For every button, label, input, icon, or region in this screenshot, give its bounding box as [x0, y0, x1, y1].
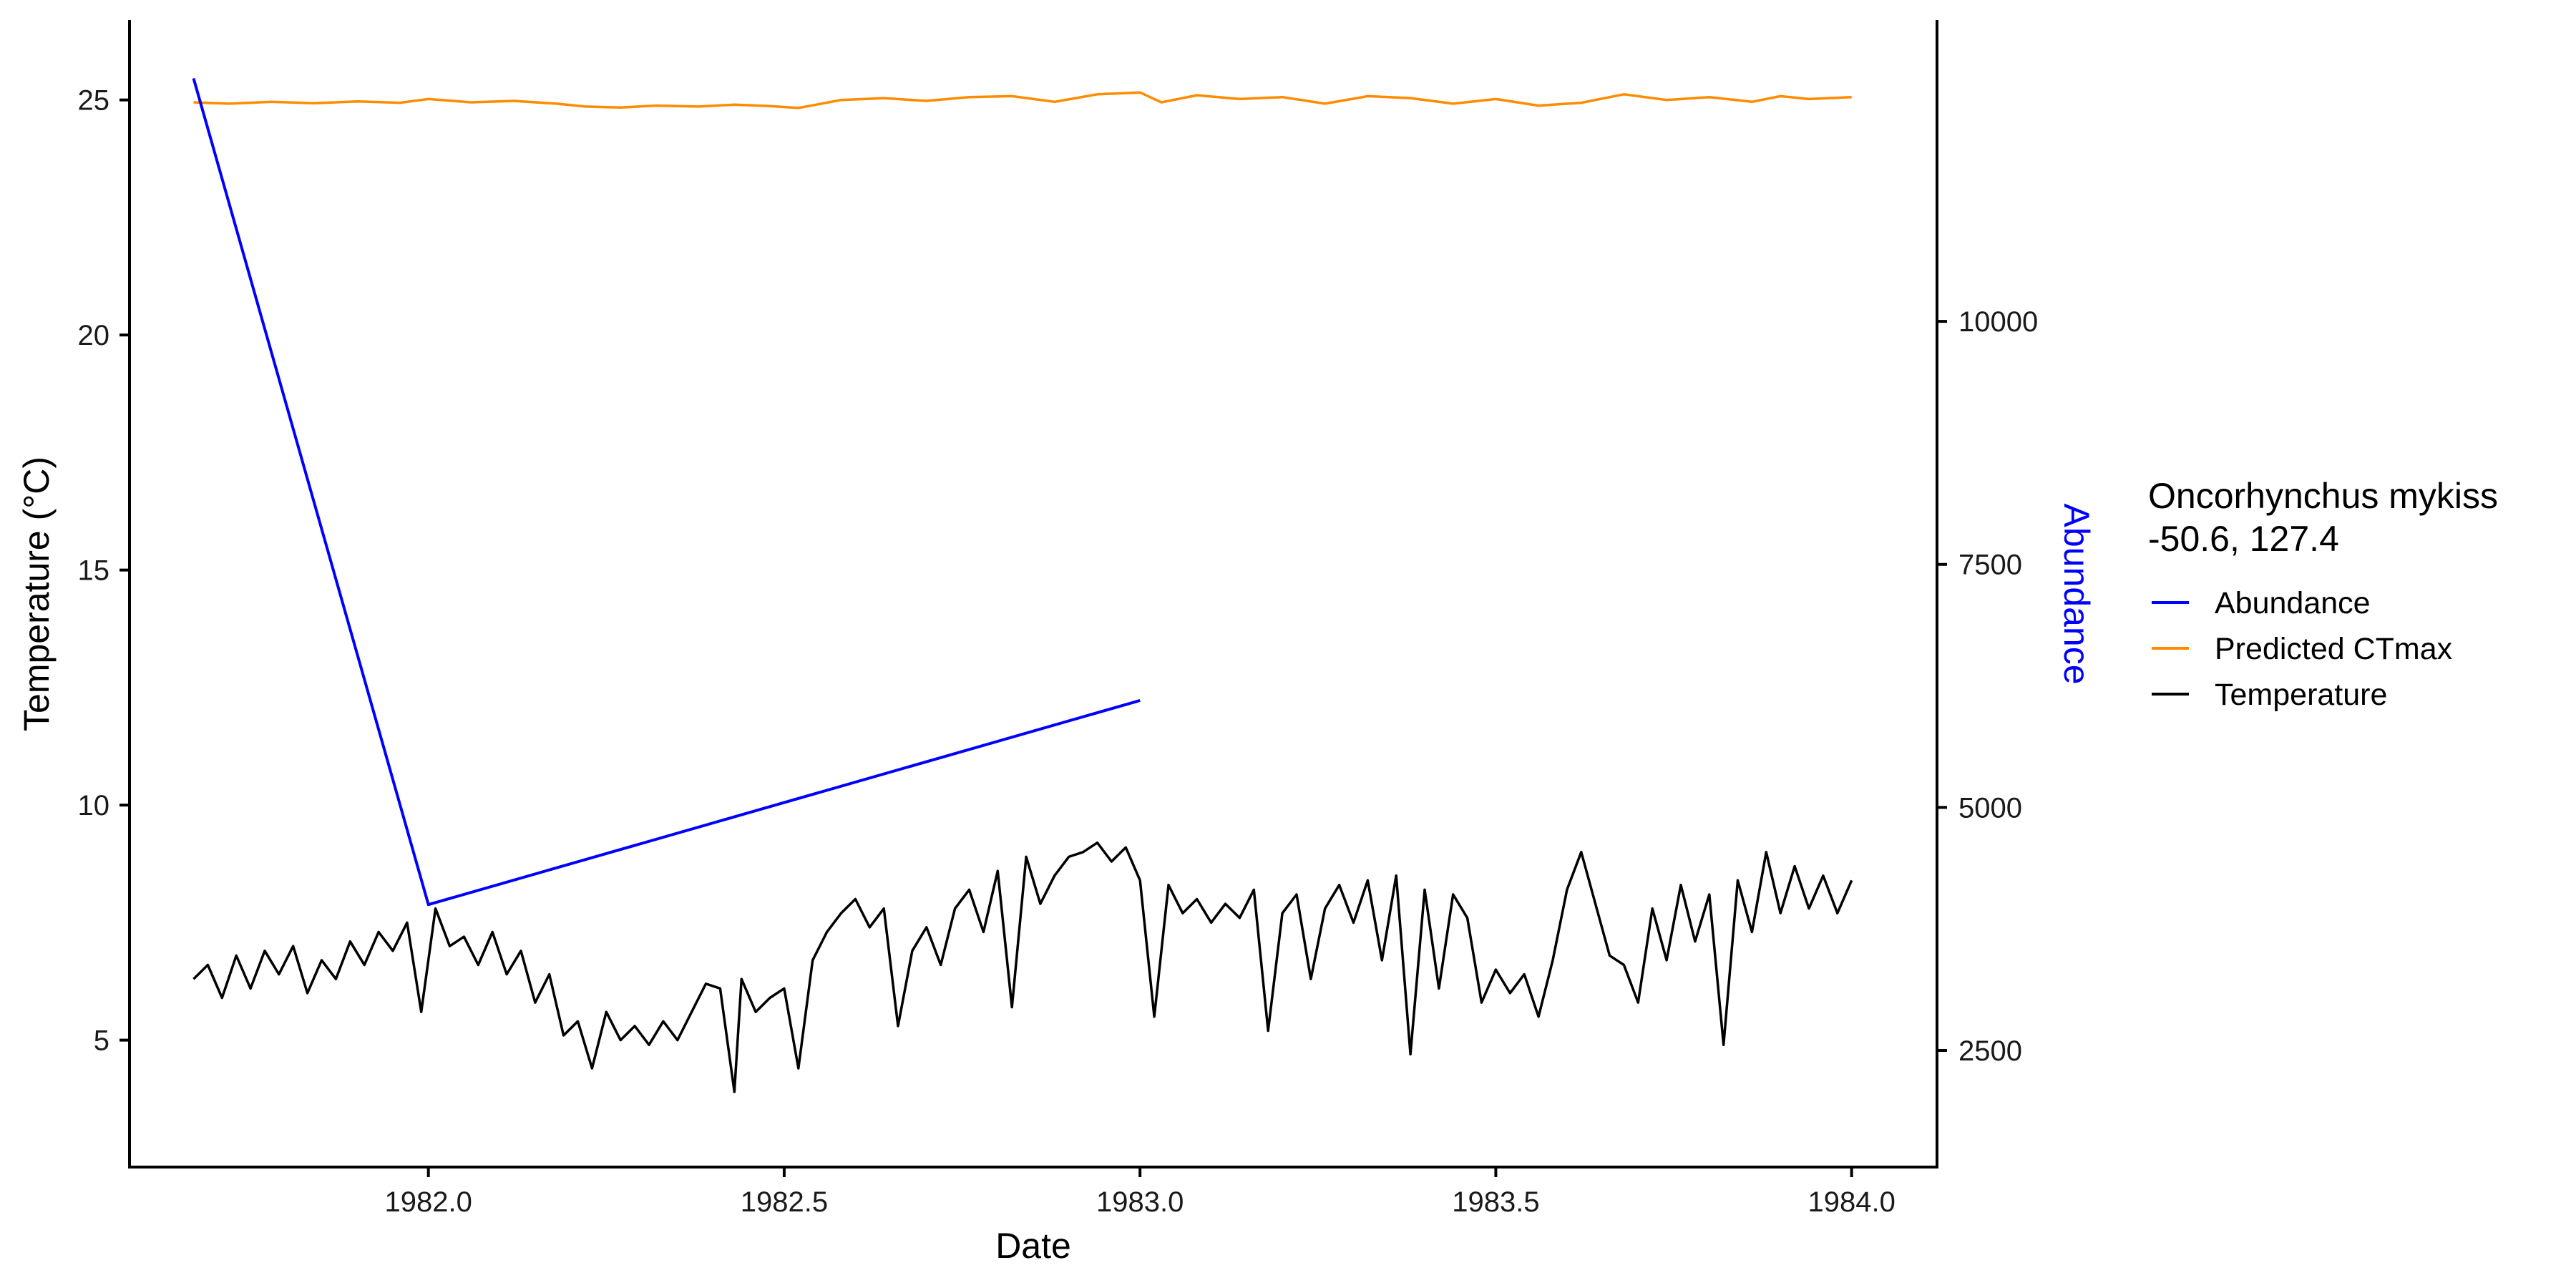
x-tick-label: 1983.0: [1096, 1186, 1184, 1218]
y-tick-label: 10: [78, 790, 110, 821]
x-axis-ticks: 1982.0 1982.5 1983.0 1983.5 1984.0: [385, 1167, 1896, 1218]
x-tick-label: 1983.5: [1452, 1186, 1539, 1218]
x-axis-title: Date: [995, 1226, 1071, 1266]
y-axis-title: Temperature (°C): [16, 457, 57, 731]
y-axis-ticks: 5 10 15 20 25: [78, 85, 130, 1057]
y2-tick-label: 10000: [1958, 306, 2038, 338]
legend-label-predicted-ctmax: Predicted CTmax: [2215, 632, 2453, 666]
legend-title-coordinates: -50.6, 127.4: [2148, 519, 2339, 559]
legend-label-temperature: Temperature: [2215, 678, 2387, 712]
x-tick-label: 1982.0: [385, 1186, 472, 1218]
series-line-temperature: [192, 841, 1853, 1093]
y-tick-label: 15: [78, 555, 110, 587]
y2-tick-label: 7500: [1958, 550, 2022, 581]
x-tick-label: 1982.5: [741, 1186, 828, 1218]
legend-label-abundance: Abundance: [2215, 586, 2371, 620]
y-tick-label: 5: [94, 1025, 109, 1057]
y2-axis-title: Abundance: [2057, 503, 2097, 684]
legend-title-species: Oncorhynchus mykiss: [2148, 476, 2498, 516]
y2-axis-ticks: 2500 5000 7500 10000: [1937, 306, 2038, 1067]
legend: Oncorhynchus mykiss -50.6, 127.4 Abundan…: [2148, 476, 2498, 712]
series-line-abundance: [192, 77, 1141, 907]
x-tick-label: 1984.0: [1807, 1186, 1895, 1218]
y-tick-label: 25: [78, 85, 110, 117]
series-line-predicted-ctmax: [193, 91, 1852, 109]
plot-area: [192, 77, 1853, 1093]
y2-tick-label: 5000: [1958, 792, 2022, 824]
y2-tick-label: 2500: [1958, 1035, 2022, 1067]
y-tick-label: 20: [78, 320, 110, 351]
